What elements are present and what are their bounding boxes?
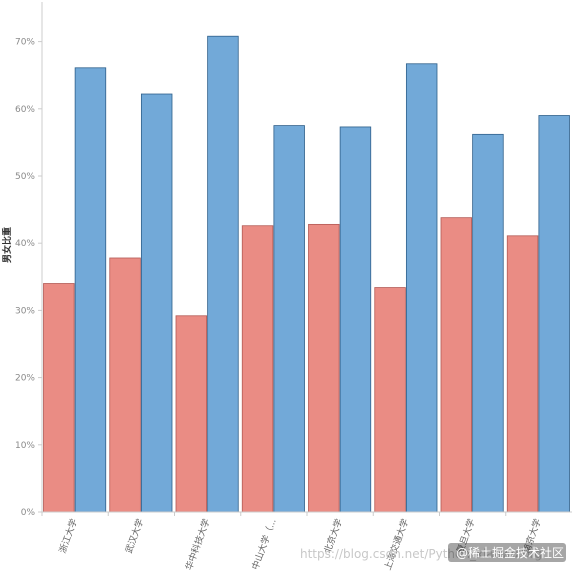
y-tick-label: 70% [15, 38, 35, 48]
watermark-badge: @稀土掘金技术社区 [448, 543, 566, 562]
bar-series-1 [109, 257, 141, 513]
x-tick-label: 上海交通大学 [381, 517, 411, 572]
y-tick-label: 40% [15, 239, 35, 249]
bar-series-1 [175, 315, 208, 513]
y-tick-label: 60% [15, 105, 35, 115]
bar-series-2 [74, 67, 107, 513]
watermark-url: https://blog.csdn.net/Python_xiaowu.org [300, 547, 542, 561]
bar-series-2 [405, 63, 438, 513]
y-axis-title: 男女比重 [1, 227, 13, 263]
bar-series-1 [308, 223, 340, 513]
y-axis: 0% 10% 20% 30% 40% 50% 60% 70% [15, 2, 43, 518]
bar-series-2 [207, 35, 239, 513]
bar-series-2 [339, 126, 372, 513]
x-tick-label: 中山大学（... [249, 517, 279, 571]
bar-series-1 [440, 217, 473, 513]
y-tick-label: 0% [21, 508, 36, 518]
watermark-badge-text: @稀土掘金技术社区 [456, 545, 564, 560]
bar-series-2 [538, 115, 570, 513]
bar-series-1 [506, 235, 539, 513]
x-tick-label: 浙江大学 [56, 517, 80, 555]
x-axis: 浙江大学 武汉大学 华中科技大学 中山大学（... 北京大学 上海交通大学 复旦大学 南京大学 [41, 511, 572, 572]
bars [43, 35, 570, 513]
y-tick-label: 50% [15, 172, 35, 182]
y-tick-label: 10% [15, 441, 35, 451]
bar-series-1 [43, 283, 75, 513]
x-tick-label: 华中科技大学 [183, 517, 213, 572]
watermark-badge-bg [448, 543, 566, 562]
y-tick-label: 20% [15, 374, 35, 384]
bar-series-2 [273, 125, 305, 513]
bar-series-2 [140, 93, 173, 513]
bar-series-2 [472, 133, 504, 513]
y-tick-label: 30% [15, 306, 35, 316]
bar-series-1 [374, 287, 406, 513]
x-tick-label: 武汉大学 [123, 517, 147, 555]
bar-series-1 [241, 225, 274, 513]
